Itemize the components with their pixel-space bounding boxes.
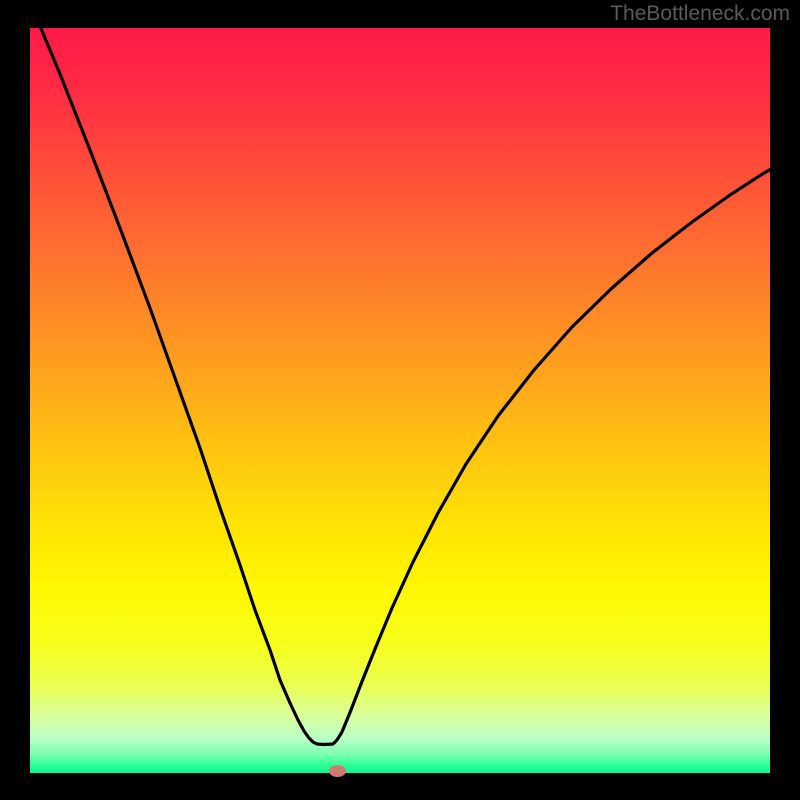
plot-area (30, 28, 770, 773)
bottleneck-curve (30, 28, 800, 800)
chart-container: TheBottleneck.com (0, 0, 800, 800)
curve-path (30, 28, 798, 745)
optimal-point-marker (329, 765, 346, 777)
watermark-text: TheBottleneck.com (610, 2, 790, 26)
